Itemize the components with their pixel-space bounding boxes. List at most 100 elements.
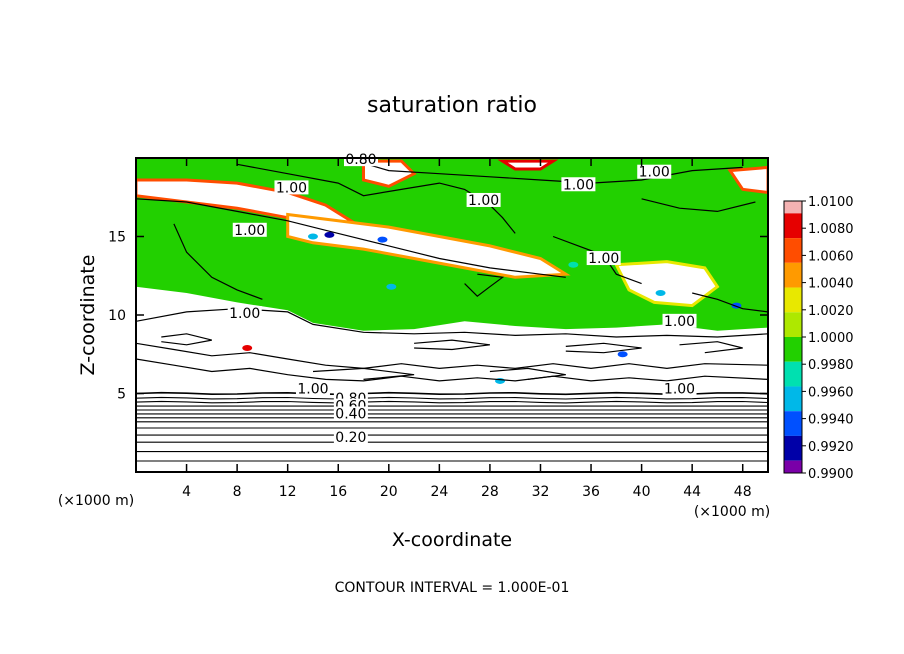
contour-label-bg-1 (274, 180, 309, 195)
colorbar-swatch-11 (784, 460, 802, 473)
y-axis-title: Z-coordinate (77, 255, 99, 376)
contour-line-11 (161, 333, 212, 346)
field-speck-2 (324, 231, 335, 238)
x-tick-label-8: 36 (582, 484, 600, 500)
y-axis-ticks: 5 10 15 (108, 230, 768, 403)
colorbar-label-3: 1.0040 (808, 277, 854, 292)
contour-label-14: 0.20 (335, 430, 366, 446)
contour-interval-text: CONTOUR INTERVAL = 1.000E-01 (335, 580, 570, 596)
x-axis-title: X-coordinate (392, 529, 512, 551)
x-tick-label-0: 4 (182, 484, 191, 500)
x-axis-ticks: 4 8 12 16 20 24 28 32 36 40 44 48 (182, 158, 752, 500)
contour-line-15 (312, 367, 415, 380)
colorbar-swatch-5 (784, 312, 802, 337)
stratified-contour-2 (136, 400, 768, 404)
contour-label-bg-10 (662, 381, 697, 396)
contour-label-13: 0.40 (335, 406, 366, 422)
x-tick-label-9: 40 (633, 484, 651, 500)
colorbar-swatch-2 (784, 238, 802, 263)
y-tick-label-0: 5 (117, 387, 126, 403)
colorbar-label-5: 1.0000 (808, 331, 854, 346)
x-tick-label-2: 12 (279, 484, 297, 500)
contour-line-2 (350, 159, 743, 184)
contour-label-0: 0.80 (345, 152, 376, 168)
x-unit-label: (×1000 m) (694, 504, 770, 520)
contour-line-12 (414, 339, 490, 351)
contour-label-bg-7 (227, 306, 262, 320)
field-speck-8 (655, 290, 666, 297)
contour-label-5: 1.00 (234, 223, 265, 239)
z-unit-label: (×1000 m) (58, 493, 134, 509)
colorbar-swatch-10 (784, 435, 802, 461)
colorbar-label-2: 1.0060 (808, 249, 854, 264)
y-tick-label-2: 15 (108, 230, 126, 246)
contour-labels: 0.80 1.00 1.00 1.00 1.00 1.00 1.00 1.00 1.00 1.00… (227, 152, 697, 446)
colorbar-swatch-8 (784, 386, 802, 412)
dry-pocket-4 (727, 165, 768, 195)
contour-label-bg-13 (333, 406, 368, 421)
stratified-contour-1 (136, 396, 768, 400)
contour-label-9: 1.00 (297, 381, 328, 397)
colorbar-label-7: 0.9960 (808, 385, 854, 400)
field-speck-1 (377, 236, 388, 243)
contour-line-9 (136, 342, 768, 370)
contour-label-3: 1.00 (563, 177, 594, 193)
colorbar-swatch-1 (784, 213, 802, 239)
field-speck-6 (617, 351, 628, 358)
x-tick-label-5: 24 (430, 484, 448, 500)
contour-line-14 (679, 341, 743, 354)
contour-layer (136, 159, 768, 462)
contour-label-bg-14 (333, 430, 368, 445)
x-tick-label-10: 44 (683, 484, 701, 500)
x-tick-label-4: 20 (380, 484, 398, 500)
colorbar-label-9: 0.9920 (808, 440, 854, 455)
contour-label-bg-4 (637, 164, 672, 179)
x-tick-label-1: 8 (233, 484, 242, 500)
contour-line-6 (641, 198, 756, 213)
chart-title: saturation ratio (367, 93, 537, 118)
field-speck-0 (307, 233, 318, 240)
contour-label-bg-0 (343, 152, 378, 167)
colorbar-swatch-7 (784, 361, 802, 387)
y-tick-label-1: 10 (108, 308, 126, 324)
contour-line-10 (136, 358, 768, 382)
field-speck-7 (242, 344, 253, 351)
colorbar-swatch-0 (784, 201, 802, 214)
colorbar-label-6: 0.9980 (808, 358, 854, 373)
colorbar-swatch-6 (784, 337, 802, 362)
colorbar-swatch-3 (784, 262, 802, 288)
contour-label-1: 1.00 (276, 180, 307, 196)
x-tick-label-3: 16 (329, 484, 347, 500)
dry-pocket-1 (286, 212, 571, 279)
contour-line-3 (173, 223, 263, 300)
colorbar-label-8: 0.9940 (808, 413, 854, 428)
colorbar-label-4: 1.0020 (808, 304, 854, 319)
contour-label-10: 1.00 (664, 381, 695, 397)
x-tick-label-6: 28 (481, 484, 499, 500)
contour-label-8: 1.00 (664, 314, 695, 330)
contour-label-bg-6 (586, 251, 621, 266)
colorbar-swatch-9 (784, 411, 802, 436)
contour-label-2: 1.00 (468, 193, 499, 209)
contour-line-16 (489, 367, 566, 380)
contour-label-bg-8 (662, 313, 697, 328)
contour-label-bg-9 (295, 381, 330, 396)
field-speck-4 (386, 283, 397, 290)
colorbar-label-10: 0.9900 (808, 467, 854, 482)
contour-line-7 (692, 292, 768, 313)
field-speck-3 (568, 261, 579, 268)
contour-label-6: 1.00 (588, 251, 619, 267)
contour-label-bg-3 (561, 177, 596, 192)
x-tick-label-7: 32 (532, 484, 550, 500)
contour-line-5 (464, 273, 505, 297)
colorbar-label-0: 1.0100 (808, 195, 854, 210)
colorbar-label-1: 1.0080 (808, 222, 854, 237)
contour-line-13 (565, 342, 642, 354)
contour-label-7: 1.00 (229, 306, 260, 322)
x-tick-label-11: 48 (734, 484, 752, 500)
colorbar: 1.0100 1.0080 1.0060 1.0040 1.0020 1.0000 0.99… (783, 195, 854, 482)
contour-label-bg-5 (232, 222, 267, 237)
contour-label-4: 1.00 (639, 165, 670, 181)
contour-label-bg-2 (466, 192, 501, 207)
colorbar-swatch-4 (784, 287, 802, 313)
